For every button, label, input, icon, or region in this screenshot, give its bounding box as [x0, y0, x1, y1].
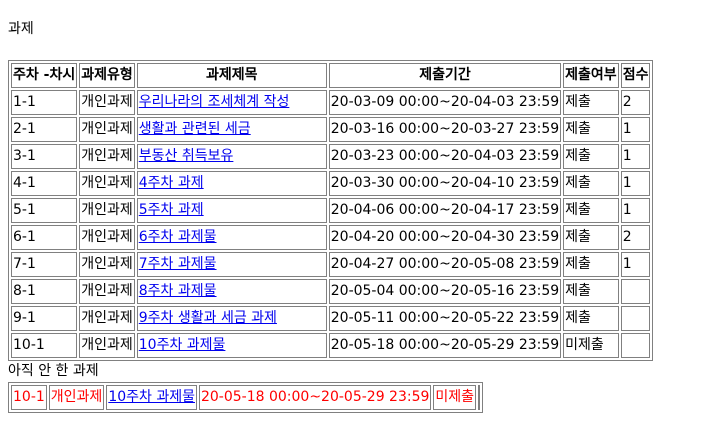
header-title: 과제제목 — [136, 63, 327, 88]
title-cell: 5주차 과제 — [136, 198, 327, 223]
pending-week-cell: 10-1 — [11, 385, 47, 410]
score-cell: 2 — [620, 90, 651, 115]
week-cell: 4-1 — [11, 171, 78, 196]
pending-section-title: 아직 안 한 과제 — [8, 363, 99, 379]
period-cell: 20-03-16 00:00~20-03-27 23:59 — [328, 117, 562, 142]
table-row: 9-1 개인과제 9주차 생활과 세금 과제 20-05-11 00:00~20-05… — [11, 306, 651, 331]
week-cell: 7-1 — [11, 252, 78, 277]
type-cell: 개인과제 — [79, 279, 135, 304]
type-cell: 개인과제 — [79, 117, 135, 142]
period-cell: 20-04-27 00:00~20-05-08 23:59 — [328, 252, 562, 277]
title-cell: 7주차 과제물 — [136, 252, 327, 277]
title-cell: 우리나라의 조세체계 작성 — [136, 90, 327, 115]
score-cell: 1 — [620, 117, 651, 142]
period-cell: 20-05-11 00:00~20-05-22 23:59 — [328, 306, 562, 331]
page-title: 과제 — [8, 21, 34, 37]
score-cell: 2 — [620, 225, 651, 250]
type-cell: 개인과제 — [79, 90, 135, 115]
pending-period-cell: 20-05-18 00:00~20-05-29 23:59 — [198, 385, 432, 410]
table-row: 6-1 개인과제 6주차 과제물 20-04-20 00:00~20-04-30 23… — [11, 225, 651, 250]
assignment-title-link[interactable]: 6주차 과제물 — [138, 229, 217, 245]
week-cell: 1-1 — [11, 90, 78, 115]
period-cell: 20-03-23 00:00~20-04-03 23:59 — [328, 144, 562, 169]
status-cell: 미제출 — [563, 333, 619, 358]
pending-status-cell: 미제출 — [433, 385, 477, 410]
score-cell — [620, 279, 651, 304]
type-cell: 개인과제 — [79, 252, 135, 277]
score-cell: 1 — [620, 144, 651, 169]
pending-row: 10-1 개인과제 10주차 과제물 20-05-18 00:00~20-05-29 … — [11, 385, 481, 410]
assignment-title-link[interactable]: 부동산 취득보유 — [138, 148, 234, 164]
week-cell: 3-1 — [11, 144, 78, 169]
status-cell: 제출 — [563, 117, 619, 142]
score-cell: 1 — [620, 171, 651, 196]
header-type: 과제유형 — [79, 63, 135, 88]
status-cell: 제출 — [563, 225, 619, 250]
title-cell: 8주차 과제물 — [136, 279, 327, 304]
table-row: 2-1 개인과제 생활과 관련된 세금 20-03-16 00:00~20-03-27… — [11, 117, 651, 142]
table-row: 8-1 개인과제 8주차 과제물 20-05-04 00:00~20-05-16 23… — [11, 279, 651, 304]
header-score: 점수 — [620, 63, 651, 88]
period-cell: 20-03-30 00:00~20-04-10 23:59 — [328, 171, 562, 196]
type-cell: 개인과제 — [79, 171, 135, 196]
status-cell: 제출 — [563, 171, 619, 196]
table-row: 3-1 개인과제 부동산 취득보유 20-03-23 00:00~20-04-03 2… — [11, 144, 651, 169]
status-cell: 제출 — [563, 198, 619, 223]
week-cell: 9-1 — [11, 306, 78, 331]
status-cell: 제출 — [563, 306, 619, 331]
type-cell: 개인과제 — [79, 333, 135, 358]
header-period: 제출기간 — [328, 63, 562, 88]
header-week: 주차 -차시 — [11, 63, 78, 88]
period-cell: 20-04-20 00:00~20-04-30 23:59 — [328, 225, 562, 250]
period-cell: 20-04-06 00:00~20-04-17 23:59 — [328, 198, 562, 223]
type-cell: 개인과제 — [79, 198, 135, 223]
title-cell: 10주차 과제물 — [136, 333, 327, 358]
assignment-title-link[interactable]: 우리나라의 조세체계 작성 — [138, 94, 290, 110]
pending-assignment-table: 10-1 개인과제 10주차 과제물 20-05-18 00:00~20-05-29 … — [8, 382, 484, 413]
week-cell: 5-1 — [11, 198, 78, 223]
assignment-title-link[interactable]: 10주차 과제물 — [138, 337, 226, 353]
assignment-title-link[interactable]: 4주차 과제 — [138, 175, 204, 191]
week-cell: 6-1 — [11, 225, 78, 250]
period-cell: 20-05-04 00:00~20-05-16 23:59 — [328, 279, 562, 304]
title-cell: 4주차 과제 — [136, 171, 327, 196]
score-cell — [620, 333, 651, 358]
title-cell: 생활과 관련된 세금 — [136, 117, 327, 142]
table-row: 1-1 개인과제 우리나라의 조세체계 작성 20-03-09 00:00~20-04… — [11, 90, 651, 115]
table-row: 10-1 개인과제 10주차 과제물 20-05-18 00:00~20-05-29 … — [11, 333, 651, 358]
status-cell: 제출 — [563, 252, 619, 277]
pending-empty-cell — [478, 385, 481, 410]
type-cell: 개인과제 — [79, 225, 135, 250]
week-cell: 8-1 — [11, 279, 78, 304]
assignment-table: 주차 -차시 과제유형 과제제목 제출기간 제출여부 점수 1-1 개인과제 우리나… — [8, 60, 654, 361]
assignment-title-link[interactable]: 생활과 관련된 세금 — [138, 121, 251, 137]
title-cell: 9주차 생활과 세금 과제 — [136, 306, 327, 331]
assignment-title-link[interactable]: 9주차 생활과 세금 과제 — [138, 310, 277, 326]
header-status: 제출여부 — [563, 63, 619, 88]
table-header-row: 주차 -차시 과제유형 과제제목 제출기간 제출여부 점수 — [11, 63, 651, 88]
pending-assignment-link[interactable]: 10주차 과제물 — [108, 389, 195, 405]
assignment-title-link[interactable]: 8주차 과제물 — [138, 283, 217, 299]
type-cell: 개인과제 — [79, 306, 135, 331]
title-cell: 6주차 과제물 — [136, 225, 327, 250]
pending-title-cell: 10주차 과제물 — [106, 385, 197, 410]
table-row: 4-1 개인과제 4주차 과제 20-03-30 00:00~20-04-10 23:… — [11, 171, 651, 196]
period-cell: 20-03-09 00:00~20-04-03 23:59 — [328, 90, 562, 115]
score-cell: 1 — [620, 198, 651, 223]
status-cell: 제출 — [563, 144, 619, 169]
week-cell: 10-1 — [11, 333, 78, 358]
score-cell: 1 — [620, 252, 651, 277]
type-cell: 개인과제 — [79, 144, 135, 169]
assignment-title-link[interactable]: 5주차 과제 — [138, 202, 204, 218]
table-row: 7-1 개인과제 7주차 과제물 20-04-27 00:00~20-05-08 23… — [11, 252, 651, 277]
table-row: 5-1 개인과제 5주차 과제 20-04-06 00:00~20-04-17 23:… — [11, 198, 651, 223]
score-cell — [620, 306, 651, 331]
assignment-title-link[interactable]: 7주차 과제물 — [138, 256, 217, 272]
period-cell: 20-05-18 00:00~20-05-29 23:59 — [328, 333, 562, 358]
week-cell: 2-1 — [11, 117, 78, 142]
title-cell: 부동산 취득보유 — [136, 144, 327, 169]
status-cell: 제출 — [563, 279, 619, 304]
status-cell: 제출 — [563, 90, 619, 115]
pending-type-cell: 개인과제 — [48, 385, 105, 410]
